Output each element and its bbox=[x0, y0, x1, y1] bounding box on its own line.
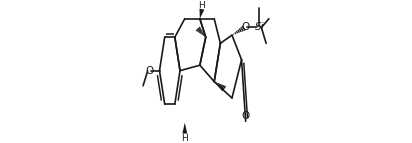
Text: H: H bbox=[199, 1, 205, 10]
Text: Si: Si bbox=[255, 22, 264, 32]
Text: H: H bbox=[181, 134, 188, 143]
Polygon shape bbox=[199, 9, 204, 19]
Text: O: O bbox=[145, 66, 153, 76]
Polygon shape bbox=[183, 123, 187, 134]
Text: O: O bbox=[241, 111, 250, 121]
Text: O: O bbox=[241, 22, 250, 32]
